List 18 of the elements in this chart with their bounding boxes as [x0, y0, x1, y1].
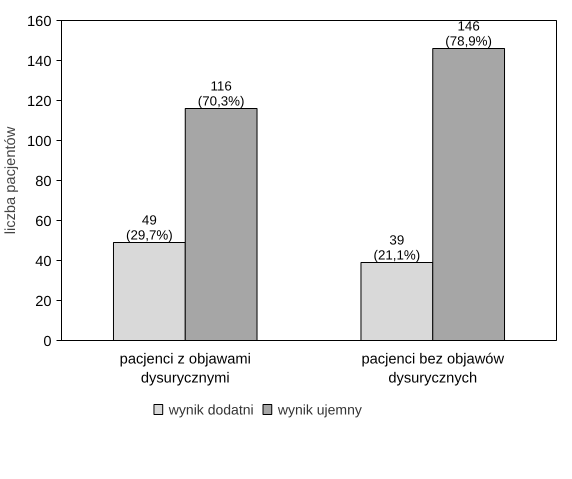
- y-tick-label: 120: [27, 94, 52, 110]
- legend-label: wynik ujemny: [276, 402, 362, 418]
- y-tick-label: 60: [35, 214, 52, 230]
- y-tick-label: 100: [27, 134, 52, 150]
- y-tick-label: 160: [27, 14, 52, 30]
- data-label: 39 (21,1%): [374, 232, 420, 262]
- data-label: 116 (70,3%): [198, 78, 244, 108]
- x-tick-label: pacjenci bez objawów dysurycznych: [361, 352, 504, 387]
- y-axis-title: liczba pacjentów: [3, 126, 20, 234]
- data-label: 146 (78,9%): [445, 18, 492, 48]
- y-tick-label: 80: [35, 174, 52, 190]
- legend-label: wynik dodatni: [168, 402, 254, 418]
- data-label: 49 (29,7%): [126, 212, 173, 242]
- y-tick-label: 140: [27, 54, 52, 70]
- y-tick-label: 0: [43, 334, 52, 350]
- y-tick-label: 20: [35, 294, 52, 310]
- x-tick-label: pacjenci z objawami dysurycznymi: [120, 352, 251, 387]
- y-tick-label: 40: [35, 254, 52, 270]
